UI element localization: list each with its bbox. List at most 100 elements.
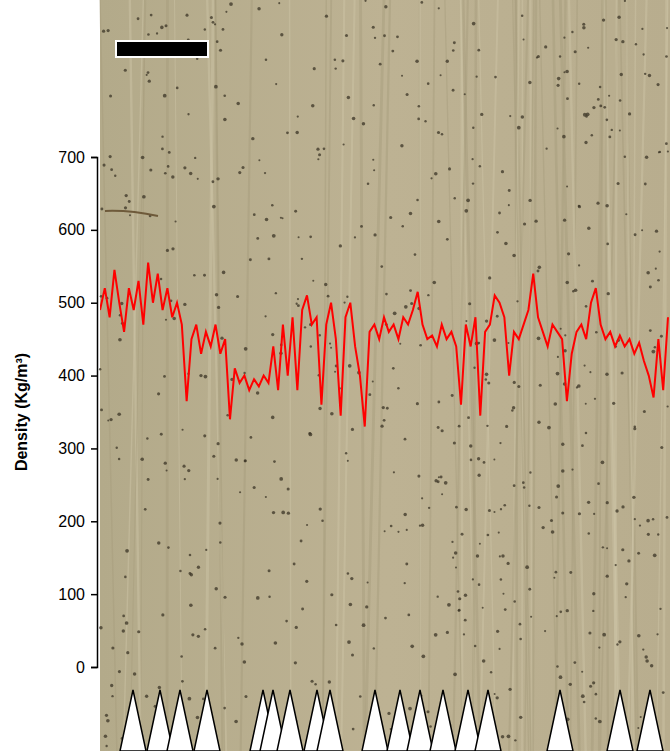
wood-pore — [642, 53, 644, 55]
wood-pore — [537, 270, 540, 273]
wood-pore — [275, 83, 277, 85]
wood-pore — [592, 106, 595, 109]
wood-pore — [295, 131, 298, 134]
wood-pore — [473, 367, 475, 369]
wood-pore — [318, 334, 320, 336]
wood-pore — [287, 487, 290, 490]
wood-pore — [145, 695, 148, 698]
wood-streak — [445, 0, 463, 751]
y-tick-mark — [91, 448, 97, 450]
wood-pore — [507, 734, 511, 738]
wood-pore — [219, 49, 222, 52]
wood-pore — [271, 333, 274, 336]
wood-pore — [380, 265, 383, 268]
wood-pore — [507, 342, 509, 344]
wood-pore — [193, 274, 196, 277]
wood-pore — [582, 23, 585, 26]
wood-pore — [578, 83, 580, 85]
wood-pore — [642, 648, 644, 650]
wood-pore — [161, 135, 163, 137]
wood-pore — [110, 684, 113, 687]
wood-pore — [472, 127, 474, 129]
wood-pore — [601, 461, 605, 465]
wood-pore — [406, 529, 408, 531]
y-tick-label: 200 — [58, 513, 85, 530]
wood-pore — [504, 242, 508, 246]
wood-pore — [528, 199, 531, 202]
wood-pore — [118, 458, 120, 460]
wood-pore — [541, 526, 544, 529]
wood-pore — [496, 231, 499, 234]
wood-pore — [479, 543, 481, 545]
wood-pore — [593, 513, 595, 515]
wood-pore — [272, 234, 276, 238]
wood-pore — [556, 665, 559, 668]
wood-pore — [102, 164, 105, 167]
wood-pore — [503, 504, 506, 507]
wood-pore — [617, 15, 620, 18]
scale-bar — [116, 41, 208, 57]
wood-pore — [256, 596, 260, 600]
wood-streak — [540, 0, 558, 751]
wood-pore — [373, 104, 375, 106]
wood-pore — [477, 474, 480, 477]
y-tick-mark — [91, 521, 97, 523]
wood-pore — [565, 281, 569, 285]
wood-pore — [334, 67, 336, 69]
wood-pore — [597, 98, 600, 101]
wood-pore — [106, 719, 110, 723]
wood-pore — [650, 664, 653, 667]
wood-pore — [238, 171, 241, 174]
wood-streak — [533, 0, 536, 751]
wood-pore — [440, 74, 442, 76]
wood-pore — [187, 113, 189, 115]
wood-pore — [441, 133, 443, 135]
wood-pore — [514, 739, 516, 741]
wood-pore — [494, 693, 496, 695]
wood-pore — [498, 532, 500, 534]
wood-pore — [516, 300, 518, 302]
wood-pore — [396, 35, 399, 38]
wood-pore — [553, 577, 555, 579]
wood-pore — [321, 519, 324, 522]
wood-pore — [217, 306, 220, 309]
wood-pore — [217, 442, 220, 445]
wood-pore — [476, 554, 479, 557]
wood-pore — [390, 525, 393, 528]
wood-pore — [352, 728, 355, 731]
wood-pore — [437, 401, 440, 404]
ring-marker — [277, 690, 303, 751]
wood-pore — [525, 565, 529, 569]
wood-streak — [509, 0, 528, 751]
ring-marker — [362, 690, 388, 751]
wood-pore — [598, 646, 600, 648]
wood-pore — [122, 629, 125, 632]
wood-pore — [157, 392, 160, 395]
wood-pore — [539, 384, 542, 387]
wood-pore — [485, 319, 488, 322]
wood-pore — [118, 670, 121, 673]
wood-pore — [632, 496, 635, 499]
wood-pore — [513, 600, 516, 603]
wood-pore — [659, 608, 661, 610]
wood-pore — [486, 425, 488, 427]
wood-pore — [471, 158, 473, 160]
wood-pore — [384, 530, 386, 532]
wood-pore — [407, 614, 410, 617]
wood-pore — [401, 225, 404, 228]
ring-marker — [194, 690, 220, 751]
wood-pore — [585, 432, 588, 435]
wood-pore — [517, 126, 521, 130]
wood-pore — [367, 183, 370, 186]
wood-pore — [513, 381, 516, 384]
wood-pore — [365, 605, 368, 608]
wood-pore — [372, 159, 374, 161]
wood-pore — [556, 615, 558, 617]
wood-pore — [196, 716, 200, 720]
ring-marker — [475, 690, 501, 751]
wood-pore — [391, 50, 394, 53]
wood-pore — [627, 559, 630, 562]
wood-pore — [349, 603, 353, 607]
wood-pore — [100, 408, 103, 411]
wood-pore — [657, 279, 660, 282]
